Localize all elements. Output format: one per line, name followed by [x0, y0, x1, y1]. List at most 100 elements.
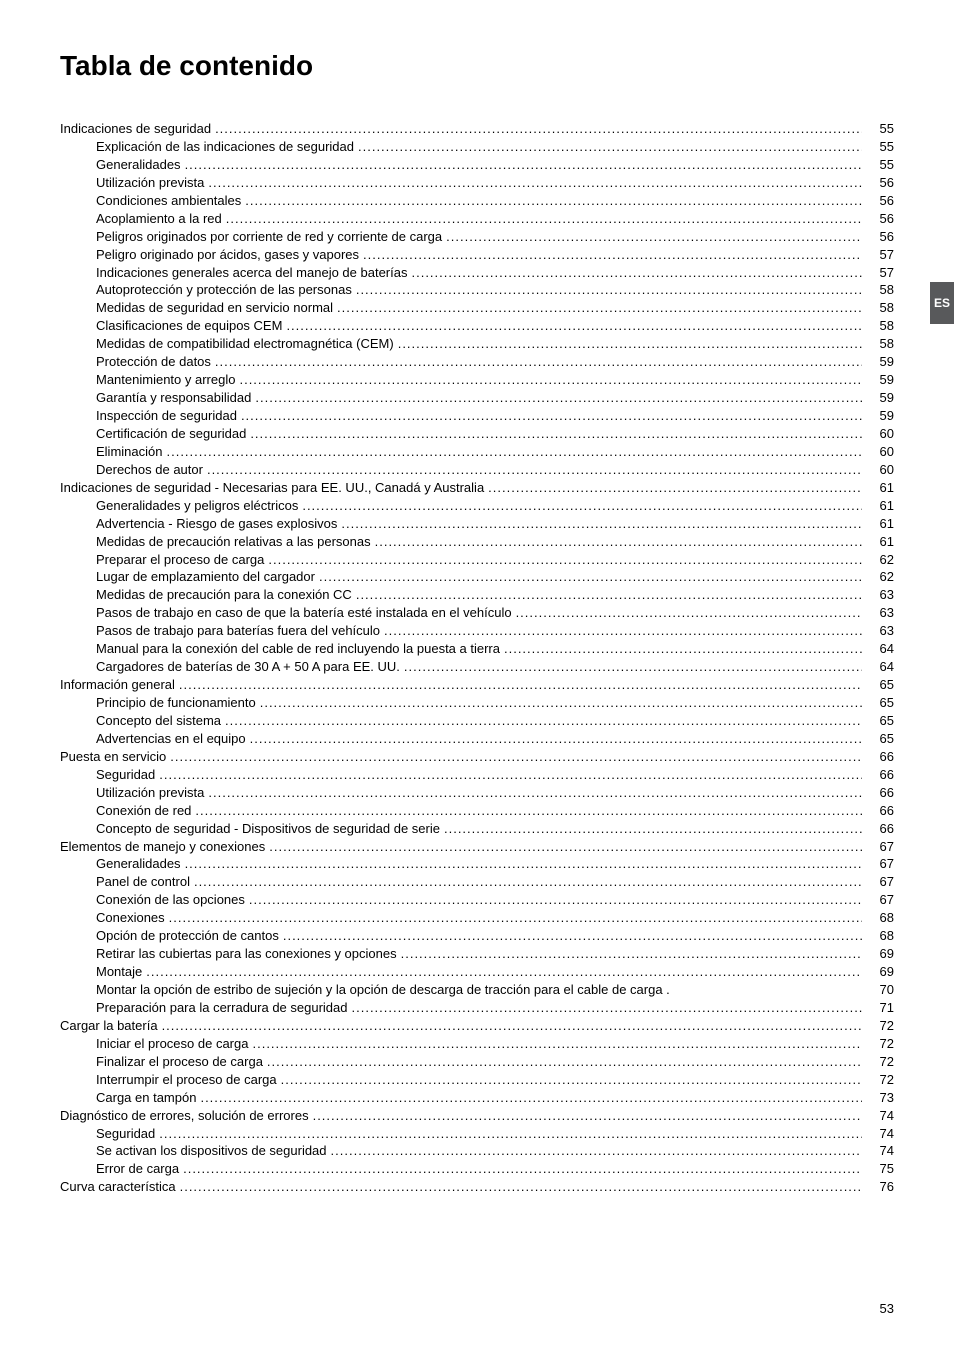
toc-entry: Cargadores de baterías de 30 A + 50 A pa…: [60, 658, 894, 676]
toc-entry-page: 74: [866, 1142, 894, 1160]
toc-leader-dots: [411, 264, 862, 282]
toc-entry-page: 74: [866, 1107, 894, 1125]
toc-entry: Derechos de autor 60: [60, 461, 894, 479]
toc-entry-page: 56: [866, 228, 894, 246]
toc-entry-page: 58: [866, 299, 894, 317]
toc-leader-dots: [255, 389, 862, 407]
toc-entry-page: 67: [866, 873, 894, 891]
toc-entry-label: Preparación para la cerradura de segurid…: [96, 999, 348, 1017]
toc-entry-label: Montaje: [96, 963, 142, 981]
toc-entry-page: 66: [866, 820, 894, 838]
toc-leader-dots: [200, 1089, 862, 1107]
toc-entry-label: Cargadores de baterías de 30 A + 50 A pa…: [96, 658, 400, 676]
toc-entry-label: Generalidades: [96, 855, 181, 873]
toc-entry-page: 67: [866, 891, 894, 909]
toc-entry-label: Principio de funcionamiento: [96, 694, 256, 712]
toc-leader-dots: [283, 927, 862, 945]
toc-entry: Preparar el proceso de carga62: [60, 551, 894, 569]
toc-entry-label: Peligro originado por ácidos, gases y va…: [96, 246, 359, 264]
language-tab: ES: [930, 282, 954, 324]
toc-entry-page: 66: [866, 748, 894, 766]
toc-entry: Curva característica76: [60, 1178, 894, 1196]
toc-entry-page: 71: [866, 999, 894, 1017]
toc-entry-label: Indicaciones de seguridad - Necesarias p…: [60, 479, 484, 497]
toc-entry-label: Derechos de autor: [96, 461, 203, 479]
toc-leader-dots: [250, 730, 862, 748]
toc-entry-label: Seguridad: [96, 1125, 155, 1143]
toc-entry-page: 70: [866, 981, 894, 999]
toc-entry-label: Opción de protección de cantos: [96, 927, 279, 945]
toc-entry-page: 59: [866, 389, 894, 407]
toc-entry-label: Medidas de precaución relativas a las pe…: [96, 533, 371, 551]
toc-entry-label: Carga en tampón: [96, 1089, 196, 1107]
toc-entry: Medidas de seguridad en servicio normal5…: [60, 299, 894, 317]
toc-entry-page: 58: [866, 317, 894, 335]
toc-entry-label: Explicación de las indicaciones de segur…: [96, 138, 354, 156]
toc-entry: Manual para la conexión del cable de red…: [60, 640, 894, 658]
toc-entry: Información general65: [60, 676, 894, 694]
toc-leader-dots: [267, 1053, 862, 1071]
toc-entry: Se activan los dispositivos de seguridad…: [60, 1142, 894, 1160]
toc-leader-dots: [356, 281, 862, 299]
toc-leader-dots: [286, 317, 862, 335]
toc-entry: Error de carga75: [60, 1160, 894, 1178]
toc-entry-label: Panel de control: [96, 873, 190, 891]
toc-leader-dots: [166, 443, 862, 461]
toc-entry-label: Conexión de red: [96, 802, 191, 820]
toc-entry-page: 60: [866, 461, 894, 479]
toc-leader-dots: [281, 1071, 862, 1089]
toc-entry: Advertencia - Riesgo de gases explosivos…: [60, 515, 894, 533]
toc-entry-label: Mantenimiento y arreglo: [96, 371, 235, 389]
toc-leader-dots: [159, 1125, 862, 1143]
toc-entry-label: Generalidades y peligros eléctricos: [96, 497, 298, 515]
toc-entry-page: 65: [866, 730, 894, 748]
toc-entry-label: Iniciar el proceso de carga: [96, 1035, 248, 1053]
toc-entry-page: 59: [866, 407, 894, 425]
toc-entry-label: Manual para la conexión del cable de red…: [96, 640, 500, 658]
toc-entry-label: Se activan los dispositivos de seguridad: [96, 1142, 327, 1160]
toc-entry: Generalidades55: [60, 156, 894, 174]
toc-entry-page: 67: [866, 855, 894, 873]
toc-entry: Explicación de las indicaciones de segur…: [60, 138, 894, 156]
toc-entry-label: Conexiones: [96, 909, 165, 927]
toc-entry: Cargar la batería72: [60, 1017, 894, 1035]
toc-leader-dots: [252, 1035, 862, 1053]
toc-leader-dots: [384, 622, 862, 640]
toc-entry-label: Clasificaciones de equipos CEM: [96, 317, 282, 335]
toc-leader-dots: [159, 766, 862, 784]
toc-entry-label: Garantía y responsabilidad: [96, 389, 251, 407]
toc-entry: Seguridad74: [60, 1125, 894, 1143]
toc-entry-label: Retirar las cubiertas para las conexione…: [96, 945, 397, 963]
toc-entry-page: 55: [866, 120, 894, 138]
toc-entry-page: 55: [866, 138, 894, 156]
toc-entry-page: 61: [866, 533, 894, 551]
toc-entry-label: Medidas de compatibilidad electromagnéti…: [96, 335, 394, 353]
toc-entry-page: 64: [866, 640, 894, 658]
toc-entry-label: Advertencias en el equipo: [96, 730, 246, 748]
toc-entry-label: Autoprotección y protección de las perso…: [96, 281, 352, 299]
toc-leader-dots: [488, 479, 862, 497]
toc-entry-page: 63: [866, 622, 894, 640]
toc-leader-dots: [194, 873, 862, 891]
toc-leader-dots: [225, 712, 862, 730]
toc-entry: Concepto del sistema65: [60, 712, 894, 730]
toc-entry-page: 66: [866, 766, 894, 784]
toc-entry-page: 63: [866, 586, 894, 604]
toc-entry-page: 60: [866, 425, 894, 443]
toc-leader-dots: [241, 407, 862, 425]
toc-entry-page: 65: [866, 694, 894, 712]
toc-leader-dots: [337, 299, 862, 317]
toc-entry-page: 72: [866, 1035, 894, 1053]
toc-leader-dots: [239, 371, 862, 389]
toc-entry-page: 56: [866, 174, 894, 192]
toc-entry-page: 66: [866, 802, 894, 820]
toc-entry: Eliminación60: [60, 443, 894, 461]
toc-entry-page: 63: [866, 604, 894, 622]
toc-leader-dots: [268, 551, 862, 569]
toc-leader-dots: [356, 586, 862, 604]
toc-leader-dots: [169, 909, 862, 927]
toc-leader-dots: [375, 533, 862, 551]
toc-entry-page: 75: [866, 1160, 894, 1178]
toc-leader-dots: [516, 604, 862, 622]
toc-entry-label: Condiciones ambientales: [96, 192, 241, 210]
